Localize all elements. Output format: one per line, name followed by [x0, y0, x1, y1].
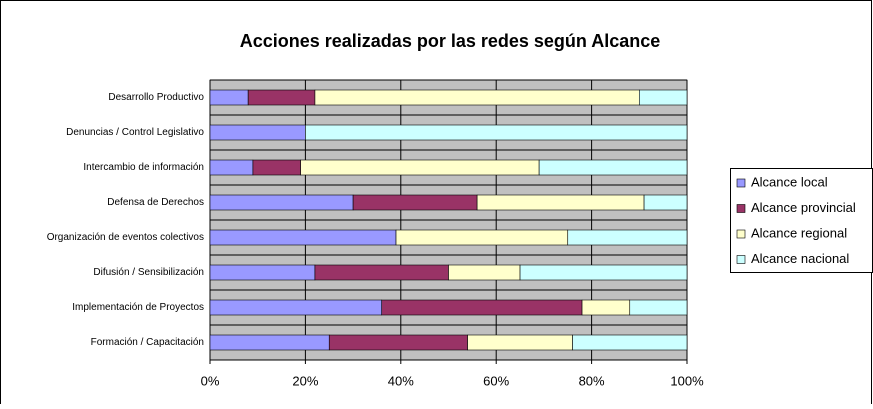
x-tick-label: 20%	[292, 373, 318, 388]
bar-segment	[209, 89, 249, 106]
x-tick-label: 60%	[483, 373, 509, 388]
y-tick-label: Defensa de Derechos	[107, 197, 204, 208]
legend-swatch	[736, 178, 746, 188]
bar-segment	[643, 194, 688, 211]
legend-box	[730, 168, 873, 273]
x-tick-label: 40%	[388, 373, 414, 388]
bar-segment	[572, 334, 688, 351]
legend-swatch	[736, 255, 746, 264]
bar-segment	[638, 89, 688, 106]
legend-swatch	[736, 229, 746, 239]
bar-segment	[629, 299, 688, 316]
x-tick-label: 0%	[201, 373, 220, 388]
bar-segment	[209, 299, 383, 316]
bar-segment	[252, 159, 301, 176]
bar-segment	[305, 124, 688, 141]
y-tick-label: Desarrollo Productivo	[108, 92, 204, 103]
bar-segment	[300, 159, 540, 176]
bar-segment	[519, 264, 688, 281]
legend-swatch	[736, 204, 746, 213]
legend-label: Alcance provincial	[751, 200, 856, 215]
bar-segment	[467, 334, 573, 351]
legend-label: Alcance nacional	[751, 251, 849, 266]
bar-segment	[395, 229, 569, 246]
y-tick-label: Formación / Capacitación	[91, 337, 204, 348]
bar-segment	[314, 264, 449, 281]
y-tick-label: Difusión / Sensibilización	[93, 267, 204, 278]
chart-title: Acciones realizadas por las redes según …	[240, 31, 661, 51]
x-tick-label: 80%	[579, 373, 605, 388]
bar-segment	[247, 89, 316, 106]
bar-segment	[209, 264, 316, 281]
bar-segment	[314, 89, 640, 106]
bar-segment	[381, 299, 583, 316]
y-tick-label: Denuncias / Control Legislativo	[66, 127, 204, 138]
y-tick-label: Organización de eventos colectivos	[47, 232, 204, 243]
legend-label: Alcance regional	[751, 225, 847, 240]
bar-segment	[209, 159, 254, 176]
bar-segment	[352, 194, 478, 211]
bar-segment	[328, 334, 468, 351]
bar-segment	[209, 334, 330, 351]
bar-segment	[448, 264, 521, 281]
x-tick-label: 100%	[670, 373, 704, 388]
bar-segment	[209, 124, 306, 141]
bar-segment	[538, 159, 688, 176]
bar-segment	[209, 229, 397, 246]
bar-segment	[209, 194, 354, 211]
legend-label: Alcance local	[751, 174, 828, 189]
y-tick-label: Intercambio de información	[83, 162, 204, 173]
bar-segment	[567, 229, 688, 246]
y-tick-label: Implementación de Proyectos	[72, 302, 204, 313]
bar-segment	[476, 194, 645, 211]
bar-segment	[581, 299, 631, 316]
